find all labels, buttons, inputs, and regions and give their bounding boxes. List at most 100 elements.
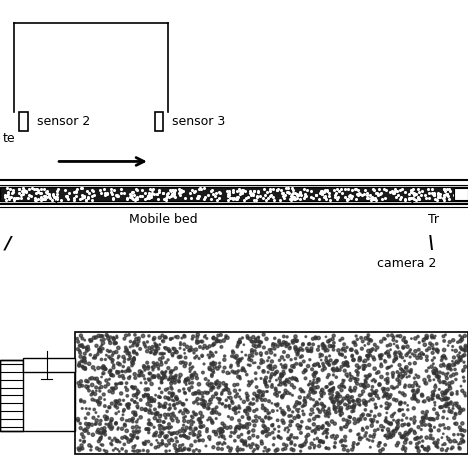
- Point: [351, 387, 358, 395]
- Point: [154, 360, 161, 367]
- Point: [182, 359, 190, 367]
- Point: [254, 338, 262, 345]
- Point: [15, 185, 22, 193]
- Point: [150, 432, 157, 439]
- Point: [101, 413, 109, 420]
- Point: [448, 390, 456, 397]
- Point: [300, 369, 307, 376]
- Point: [201, 193, 209, 201]
- Point: [170, 366, 177, 374]
- Point: [305, 341, 313, 348]
- Point: [311, 373, 318, 380]
- Point: [252, 337, 259, 345]
- Point: [310, 421, 318, 428]
- Point: [440, 408, 448, 415]
- Point: [348, 373, 355, 381]
- Point: [228, 397, 236, 405]
- Point: [441, 402, 448, 409]
- Point: [366, 350, 373, 358]
- Point: [167, 188, 175, 195]
- Point: [233, 352, 241, 360]
- Point: [284, 341, 291, 348]
- Point: [184, 434, 192, 442]
- Point: [190, 333, 197, 340]
- Point: [264, 194, 271, 202]
- Point: [439, 414, 447, 421]
- Point: [390, 334, 397, 341]
- Point: [393, 425, 401, 432]
- Point: [249, 359, 257, 367]
- Point: [376, 411, 383, 418]
- Point: [401, 334, 408, 341]
- Point: [213, 409, 220, 417]
- Point: [179, 358, 187, 366]
- Point: [411, 351, 418, 359]
- Point: [213, 337, 221, 344]
- Point: [195, 355, 203, 362]
- Point: [269, 366, 276, 373]
- Point: [381, 432, 388, 439]
- Point: [206, 364, 213, 372]
- Point: [309, 386, 316, 393]
- Point: [445, 435, 452, 443]
- Point: [213, 196, 221, 204]
- Point: [421, 445, 428, 453]
- Point: [375, 395, 382, 402]
- Point: [258, 356, 265, 364]
- Point: [387, 431, 395, 438]
- Point: [92, 409, 100, 417]
- Point: [261, 407, 269, 415]
- Point: [116, 448, 123, 455]
- Point: [207, 399, 215, 407]
- Point: [112, 384, 119, 392]
- Point: [288, 375, 296, 382]
- Point: [402, 436, 410, 444]
- Point: [131, 331, 139, 339]
- Point: [402, 339, 410, 346]
- Point: [112, 419, 120, 427]
- Point: [286, 344, 294, 351]
- Point: [265, 363, 272, 371]
- Point: [155, 443, 162, 450]
- Point: [330, 339, 337, 347]
- Point: [316, 438, 324, 445]
- Point: [273, 187, 281, 194]
- Point: [88, 391, 95, 398]
- Point: [166, 347, 173, 355]
- Point: [322, 345, 329, 352]
- Point: [10, 195, 18, 203]
- Point: [265, 446, 273, 453]
- Point: [87, 351, 94, 358]
- Point: [309, 194, 317, 202]
- Point: [359, 424, 366, 432]
- Point: [200, 184, 207, 192]
- Point: [245, 404, 253, 412]
- Point: [199, 437, 207, 444]
- Point: [284, 424, 292, 431]
- Point: [271, 371, 278, 379]
- Point: [216, 410, 223, 418]
- Point: [431, 369, 438, 377]
- Point: [130, 428, 137, 435]
- Point: [372, 389, 379, 397]
- Point: [147, 191, 154, 198]
- Point: [266, 346, 273, 354]
- Point: [246, 362, 254, 369]
- Point: [440, 352, 447, 360]
- Point: [86, 442, 93, 449]
- Point: [310, 396, 317, 403]
- Point: [378, 355, 385, 363]
- Point: [175, 353, 183, 361]
- Point: [396, 361, 403, 369]
- Point: [451, 191, 458, 199]
- Point: [88, 186, 96, 194]
- Point: [431, 195, 439, 203]
- Point: [247, 443, 255, 451]
- Point: [410, 391, 418, 398]
- Point: [351, 384, 359, 392]
- Point: [301, 192, 309, 200]
- Point: [182, 378, 189, 386]
- Point: [176, 378, 183, 386]
- Point: [87, 446, 95, 454]
- Point: [63, 192, 71, 199]
